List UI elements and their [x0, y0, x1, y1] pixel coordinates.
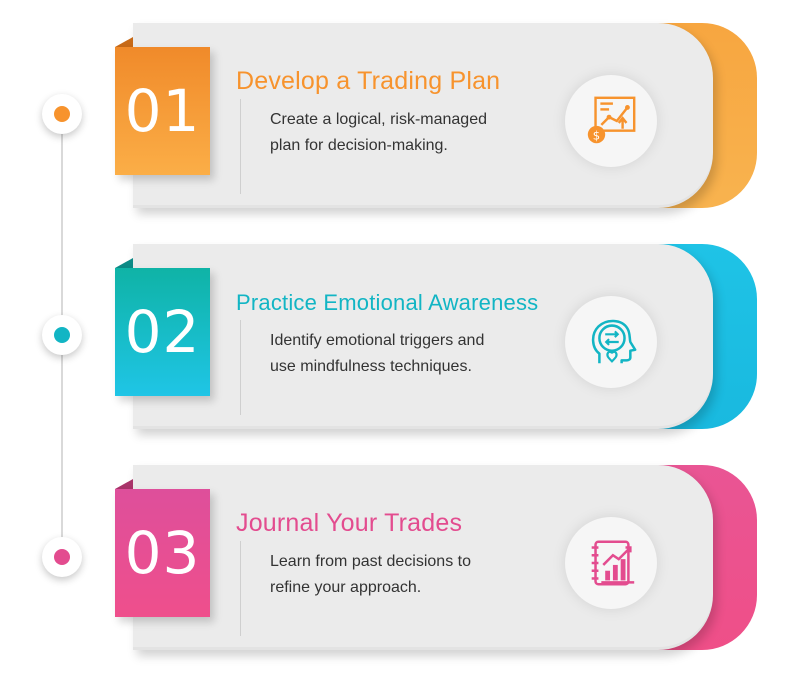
trading-plan-chart-icon: $ [565, 75, 657, 167]
step-number-2: 02 [115, 268, 210, 396]
step-title-1: Develop a Trading Plan [236, 67, 501, 95]
step-description-1: Create a logical, risk-managed plan for … [270, 111, 487, 154]
step-card-2: 02 Practice Emotional Awareness Identify… [0, 244, 800, 459]
step-number-3: 03 [115, 489, 210, 617]
svg-text:$: $ [593, 128, 600, 142]
step-card-1: 01 Develop a Trading Plan Create a logic… [0, 23, 800, 238]
step-title-2: Practice Emotional Awareness [236, 290, 539, 315]
timeline-dot-2 [42, 315, 82, 355]
step-card-3: 03 Journal Your Trades Learn from past d… [0, 465, 800, 680]
step-description-3: Learn from past decisions to refine your… [270, 553, 471, 596]
step-number-1: 01 [115, 47, 210, 175]
timeline-dot-1 [42, 94, 82, 134]
journal-chart-icon [565, 517, 657, 609]
step-description-2: Identify emotional triggers and use mind… [270, 332, 485, 375]
head-heart-arrows-icon [565, 296, 657, 388]
timeline-dot-3 [42, 537, 82, 577]
step-title-3: Journal Your Trades [236, 509, 463, 537]
